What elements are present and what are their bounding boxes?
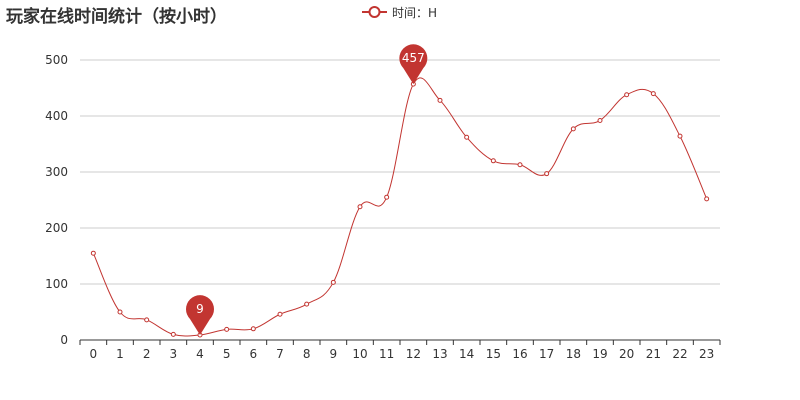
x-tick-label: 8 <box>303 347 311 361</box>
x-tick-label: 6 <box>250 347 258 361</box>
data-point <box>490 158 496 164</box>
data-point <box>597 117 603 123</box>
x-tick-label: 9 <box>330 347 338 361</box>
max-marker-pin <box>399 44 428 85</box>
x-tick-label: 17 <box>539 347 554 361</box>
legend-series-label: 时间：H <box>392 5 438 20</box>
data-point <box>437 97 443 103</box>
x-tick-label: 5 <box>223 347 231 361</box>
data-point <box>650 91 656 97</box>
x-tick-label: 12 <box>406 347 421 361</box>
x-tick-label: 4 <box>196 347 204 361</box>
x-tick-label: 23 <box>699 347 714 361</box>
data-point <box>250 326 256 332</box>
min-marker-pin <box>186 295 214 335</box>
y-tick-label: 200 <box>45 221 68 235</box>
data-point <box>704 196 710 202</box>
max-marker-label: 457 <box>402 51 425 65</box>
data-point <box>224 326 230 332</box>
data-point <box>277 311 283 317</box>
y-tick-label: 400 <box>45 109 68 123</box>
data-point <box>330 279 336 285</box>
data-point <box>357 204 363 210</box>
x-tick-label: 20 <box>619 347 634 361</box>
x-tick-label: 2 <box>143 347 151 361</box>
data-point <box>624 92 630 98</box>
x-tick-label: 21 <box>646 347 661 361</box>
y-tick-label: 500 <box>45 53 68 67</box>
chart-title: 玩家在线时间统计（按小时） <box>6 7 227 27</box>
x-tick-label: 7 <box>276 347 284 361</box>
data-point <box>517 162 523 168</box>
x-tick-label: 10 <box>352 347 367 361</box>
x-tick-label: 14 <box>459 347 474 361</box>
x-tick-label: 18 <box>566 347 581 361</box>
x-tick-label: 0 <box>90 347 98 361</box>
x-tick-label: 3 <box>170 347 178 361</box>
data-point <box>304 301 310 307</box>
data-point <box>90 250 96 256</box>
data-point <box>570 126 576 132</box>
y-tick-label: 300 <box>45 165 68 179</box>
x-tick-label: 19 <box>592 347 607 361</box>
x-tick-label: 15 <box>486 347 501 361</box>
data-point <box>384 194 390 200</box>
data-point <box>464 134 470 140</box>
min-marker-label: 9 <box>196 302 204 316</box>
legend[interactable]: 时间：H <box>362 4 437 20</box>
y-tick-label: 100 <box>45 277 68 291</box>
data-point <box>144 317 150 323</box>
x-tick-label: 22 <box>672 347 687 361</box>
x-tick-label: 16 <box>512 347 527 361</box>
legend-line-icon <box>362 6 387 18</box>
series-line <box>92 77 708 337</box>
y-tick-label: 0 <box>60 333 68 347</box>
data-point <box>677 133 683 139</box>
x-tick-label: 1 <box>116 347 124 361</box>
data-point <box>117 309 123 315</box>
data-point <box>170 331 176 337</box>
x-tick-label: 13 <box>432 347 447 361</box>
x-tick-label: 11 <box>379 347 394 361</box>
data-point <box>544 171 550 177</box>
